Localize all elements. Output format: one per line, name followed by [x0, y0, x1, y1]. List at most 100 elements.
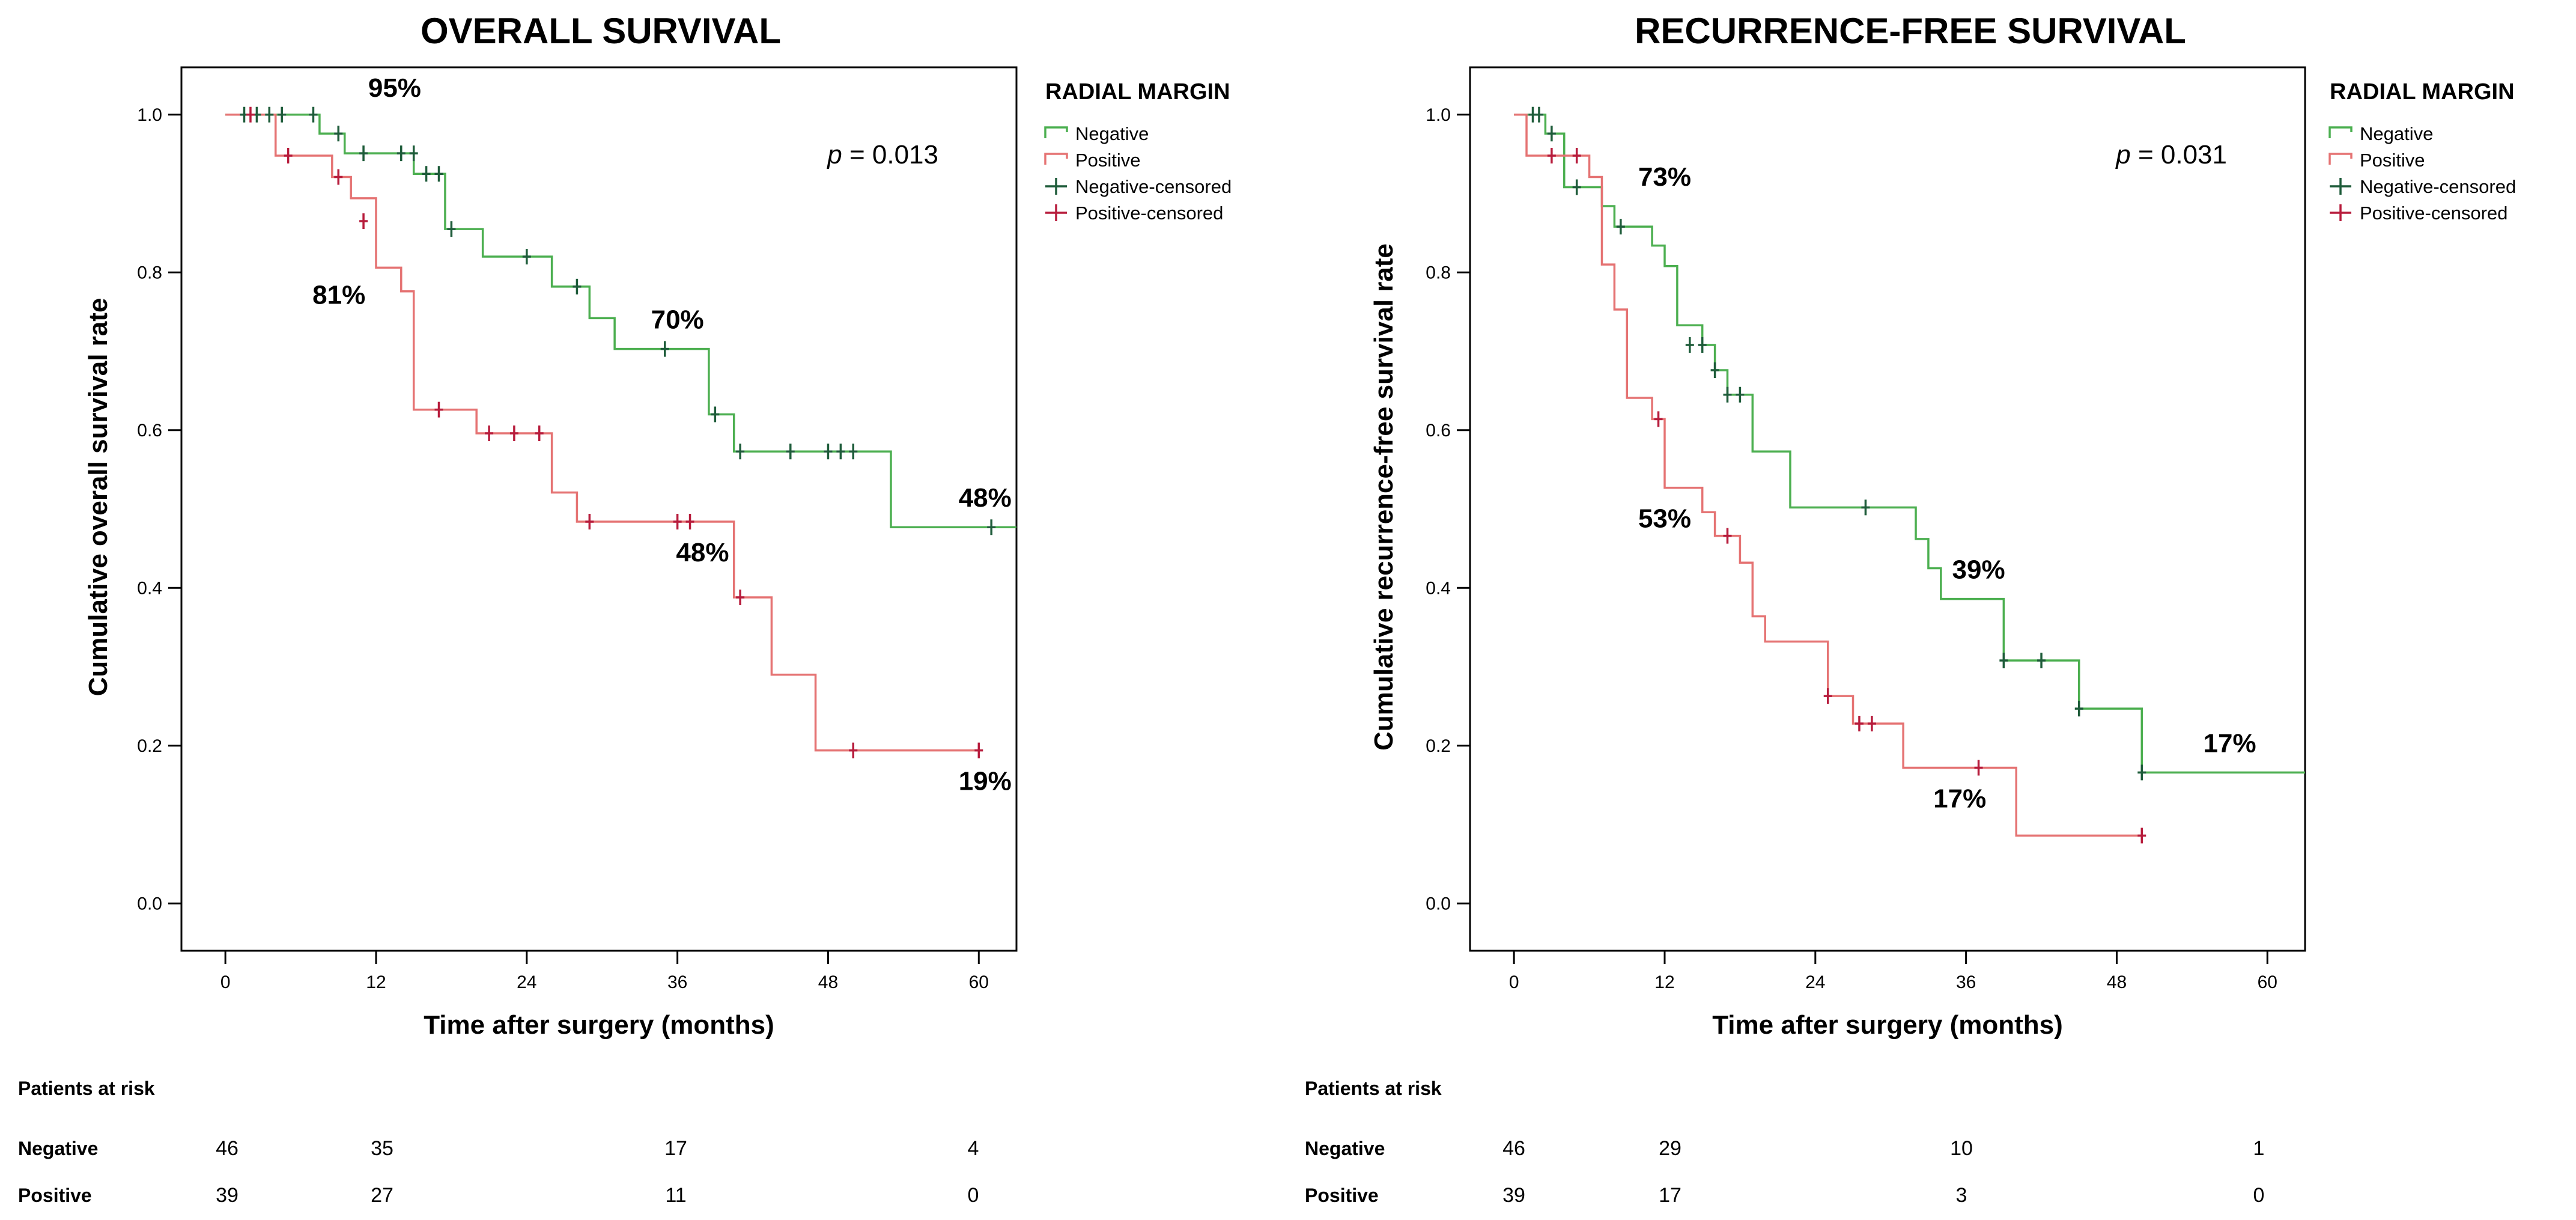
- risk-value: 10: [1950, 1137, 1973, 1160]
- annotation-label: 17%: [2204, 728, 2256, 758]
- censor-mark-negative: [522, 249, 531, 264]
- risk-value: 1: [2253, 1137, 2265, 1160]
- annotation-label: 81%: [312, 280, 365, 310]
- p-value: = 0.031: [2131, 140, 2227, 169]
- censor-mark-positive: [434, 401, 443, 418]
- legend: RADIAL MARGIN Negative Positive Negative-ce…: [1044, 79, 1232, 224]
- censor-mark-negative: [1723, 386, 1732, 403]
- legend-swatch-line: [2328, 153, 2353, 165]
- censor-mark-positive: [736, 590, 745, 605]
- y-axis-label: Cumulative recurrence-free survival rate: [1369, 243, 1399, 751]
- risk-table-header: Patients at risk: [18, 1078, 155, 1099]
- risk-value: 39: [216, 1184, 238, 1207]
- legend-label: Positive-censored: [2360, 203, 2508, 224]
- chart-title: RECURRENCE-FREE SURVIVAL: [1635, 11, 2186, 51]
- annotation-label: 39%: [1952, 555, 2005, 585]
- x-tick-label: 12: [366, 972, 386, 992]
- censor-mark-negative: [1616, 219, 1625, 235]
- censor-mark-positive: [359, 213, 368, 229]
- risk-value: 35: [371, 1137, 393, 1160]
- x-tick-label: 48: [2107, 972, 2127, 992]
- annotation-label: 19%: [959, 767, 1012, 796]
- risk-value: 46: [216, 1137, 238, 1160]
- y-tick-label: 0.2: [137, 736, 162, 756]
- legend-swatch-line: [1044, 126, 1068, 138]
- x-tick-label: 48: [818, 972, 838, 992]
- censor-mark-positive: [2137, 828, 2146, 844]
- legend-swatch-line: [1044, 153, 1068, 165]
- censor-mark-negative: [309, 106, 318, 123]
- risk-value: 11: [665, 1184, 686, 1207]
- risk-table-header: Patients at risk: [1305, 1078, 1442, 1099]
- censor-mark-negative: [1698, 337, 1707, 353]
- censor-mark-positive: [284, 148, 293, 163]
- censor-mark-positive: [1855, 716, 1864, 731]
- annotation-label: 48%: [676, 538, 729, 567]
- annotation-label: 73%: [1638, 162, 1691, 192]
- legend-label: Positive: [1075, 150, 1141, 171]
- chart-title: OVERALL SURVIVAL: [421, 11, 781, 51]
- risk-value: 0: [968, 1184, 979, 1207]
- legend-label: Negative-censored: [2360, 176, 2516, 197]
- series-line-negative: [1514, 114, 2305, 774]
- censor-mark-positive: [585, 514, 594, 529]
- p-value-label: p = 0.031: [2115, 140, 2227, 169]
- x-tick-label: 12: [1654, 972, 1674, 992]
- censor-mark-positive: [673, 514, 682, 529]
- censor-mark-positive: [1654, 411, 1663, 427]
- chart-panel-2: RECURRENCE-FREE SURVIVAL 0.0 0.2 0.4 0.6 0.8 1…: [1305, 11, 2516, 1207]
- p-symbol: p: [826, 140, 842, 169]
- censor-mark-positive: [246, 106, 255, 123]
- risk-value: 27: [371, 1184, 393, 1207]
- censor-mark-negative: [434, 166, 443, 182]
- x-tick-label: 24: [1805, 972, 1825, 992]
- legend-swatch-cross: [2330, 204, 2351, 221]
- x-tick-label: 24: [517, 972, 536, 992]
- x-tick-label: 0: [1509, 972, 1519, 992]
- censor-mark-negative: [2137, 764, 2146, 781]
- censor-mark-positive: [1723, 528, 1732, 544]
- censor-mark-positive: [1572, 148, 1581, 163]
- legend-label: Negative: [2360, 123, 2433, 144]
- y-tick-label: 0.4: [1426, 578, 1451, 598]
- censor-mark-negative: [824, 444, 833, 460]
- y-axis-label: Cumulative overall survival rate: [84, 298, 113, 697]
- y-tick-label: 0.0: [1426, 894, 1451, 913]
- risk-row-label: Positive: [1305, 1185, 1379, 1206]
- y-tick-label: 1.0: [137, 105, 162, 125]
- risk-value: 4: [968, 1137, 979, 1160]
- x-tick-label: 36: [1956, 972, 1976, 992]
- x-tick-label: 36: [667, 972, 687, 992]
- x-axis-label: Time after surgery (months): [1712, 1010, 2063, 1040]
- risk-table: Patients at risk Negative 46 35 17 4 Positive 3…: [18, 1078, 979, 1207]
- annotation-label: 48%: [959, 483, 1012, 513]
- risk-table: Patients at risk Negative 46 29 10 1 Positive 3…: [1305, 1078, 2264, 1207]
- y-tick-label: 0.8: [137, 263, 162, 282]
- censor-mark-negative: [573, 278, 582, 294]
- p-symbol: p: [2115, 140, 2130, 169]
- legend-title: RADIAL MARGIN: [1045, 79, 1230, 105]
- plot-frame: [1469, 66, 2306, 952]
- legend-label: Positive: [2360, 150, 2425, 171]
- censor-mark-negative: [1534, 106, 1543, 123]
- x-axis-label: Time after surgery (months): [424, 1010, 774, 1040]
- risk-row-label: Positive: [18, 1185, 92, 1206]
- risk-value: 17: [664, 1137, 687, 1160]
- censor-mark-negative: [786, 444, 795, 460]
- legend: RADIAL MARGIN Negative Positive Negative-ce…: [2328, 79, 2516, 224]
- series-line-negative: [225, 114, 1016, 528]
- censor-mark-negative: [278, 106, 287, 123]
- x-tick-label: 0: [220, 972, 231, 992]
- censor-mark-negative: [447, 221, 456, 237]
- censor-mark-negative: [265, 106, 274, 123]
- risk-row-label: Negative: [18, 1138, 98, 1159]
- x-tick-label: 60: [2258, 972, 2277, 992]
- censor-mark-positive: [1547, 148, 1556, 163]
- plot-frame: [180, 66, 1018, 952]
- legend-label: Negative: [1075, 123, 1149, 144]
- censor-mark-positive: [685, 514, 694, 529]
- legend-swatch-cross: [1045, 204, 1067, 221]
- p-value: = 0.013: [842, 140, 938, 169]
- censor-mark-positive: [509, 425, 518, 441]
